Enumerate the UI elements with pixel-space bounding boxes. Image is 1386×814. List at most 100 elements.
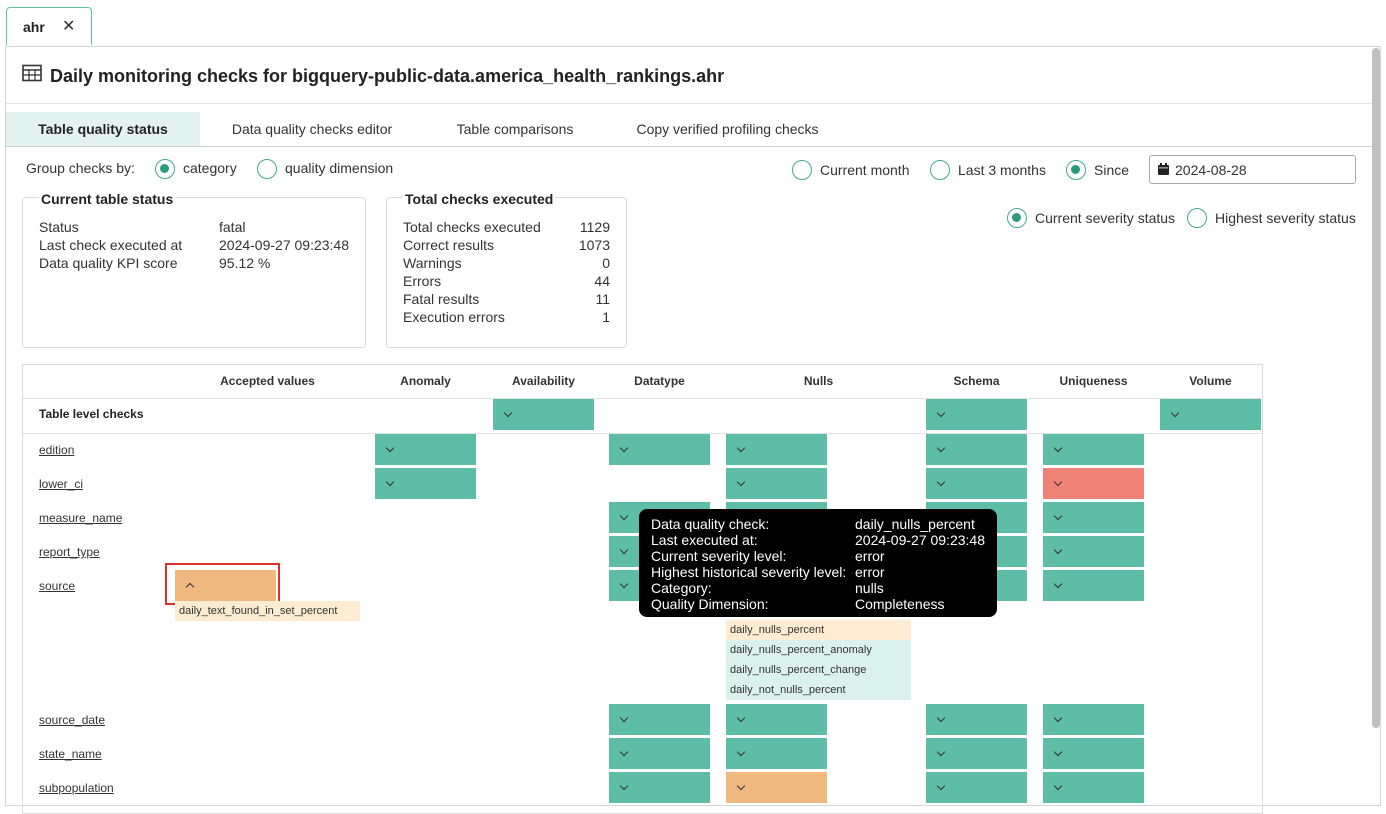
source-accepted-check-item[interactable]: daily_text_found_in_set_percent <box>175 601 360 621</box>
radio-last-3-months-label: Last 3 months <box>958 162 1046 178</box>
total-executed-key: Total checks executed <box>403 219 541 235</box>
warnings-key: Warnings <box>403 255 462 271</box>
errors-value: 44 <box>594 273 610 289</box>
fatal-value: 11 <box>595 291 610 307</box>
divider <box>6 146 1372 147</box>
vertical-scrollbar[interactable] <box>1372 48 1380 728</box>
edition-uniqueness-cell[interactable] <box>1043 434 1144 465</box>
lower-ci-anomaly-cell[interactable] <box>375 468 476 499</box>
radio-highest-severity[interactable] <box>1187 208 1207 228</box>
radio-current-severity[interactable] <box>1007 208 1027 228</box>
since-date-value: 2024-08-28 <box>1175 162 1247 178</box>
tab-copy-verified-profiling-checks[interactable]: Copy verified profiling checks <box>636 121 819 137</box>
col-availability: Availability <box>512 374 575 388</box>
warnings-value: 0 <box>602 255 610 271</box>
radio-since[interactable] <box>1066 160 1086 180</box>
column-link-subpopulation[interactable]: subpopulation <box>39 781 114 795</box>
col-schema: Schema <box>953 374 1000 388</box>
fatal-key: Fatal results <box>403 291 480 307</box>
source-uniqueness-cell[interactable] <box>1043 570 1144 601</box>
state-name-datatype-cell[interactable] <box>609 738 710 769</box>
divider <box>23 398 1262 399</box>
tab-table-quality-status[interactable]: Table quality status <box>6 112 200 146</box>
edition-datatype-cell[interactable] <box>609 434 710 465</box>
state-name-schema-cell[interactable] <box>926 738 1027 769</box>
source-date-schema-cell[interactable] <box>926 704 1027 735</box>
kpi-value: 95.12 % <box>219 255 271 271</box>
nulls-check-item[interactable]: daily_nulls_percent_change <box>726 660 911 680</box>
edition-anomaly-cell[interactable] <box>375 434 476 465</box>
radio-current-severity-label: Current severity status <box>1035 210 1176 226</box>
tooltip-key: Quality Dimension: <box>651 596 769 612</box>
source-date-datatype-cell[interactable] <box>609 704 710 735</box>
column-link-source[interactable]: source <box>39 579 76 593</box>
radio-quality-dimension[interactable] <box>257 159 277 179</box>
column-link-lower-ci[interactable]: lower_ci <box>39 477 84 491</box>
tooltip-value: nulls <box>855 580 884 596</box>
radio-category[interactable] <box>155 159 175 179</box>
tooltip-key: Current severity level: <box>651 548 787 564</box>
content-frame <box>5 46 1381 806</box>
report-type-uniqueness-cell[interactable] <box>1043 536 1144 567</box>
lower-ci-uniqueness-cell[interactable] <box>1043 468 1144 499</box>
tooltip-value: Completeness <box>855 596 945 612</box>
tooltip-value: 2024-09-27 09:23:48 <box>855 532 985 548</box>
tooltip-key: Last executed at: <box>651 532 758 548</box>
lower-ci-nulls-cell[interactable] <box>726 468 827 499</box>
tab-table-comparisons[interactable]: Table comparisons <box>456 121 574 137</box>
col-anomaly: Anomaly <box>400 374 451 388</box>
radio-since-label: Since <box>1094 162 1130 178</box>
radio-quality-dimension-label: quality dimension <box>285 160 394 176</box>
source-date-uniqueness-cell[interactable] <box>1043 704 1144 735</box>
table-schema-cell[interactable] <box>926 399 1027 430</box>
column-link-edition[interactable]: edition <box>39 443 75 457</box>
tooltip-value: error <box>855 548 885 564</box>
close-icon[interactable]: ✕ <box>62 18 76 35</box>
column-link-report-type[interactable]: report_type <box>39 545 100 559</box>
doc-tab-ahr[interactable]: ahr ✕ <box>6 7 92 45</box>
column-link-source-date[interactable]: source_date <box>39 713 106 727</box>
measure-name-uniqueness-cell[interactable] <box>1043 502 1144 533</box>
table-level-checks-label: Table level checks <box>39 407 144 421</box>
radio-last-3-months[interactable] <box>930 160 950 180</box>
source-accepted-values-cell[interactable] <box>175 570 276 601</box>
table-availability-cell[interactable] <box>493 399 594 430</box>
col-uniqueness: Uniqueness <box>1059 374 1128 388</box>
subpopulation-datatype-cell[interactable] <box>609 772 710 803</box>
since-date-input[interactable]: 2024-08-28 <box>1149 155 1356 184</box>
col-nulls: Nulls <box>803 374 834 388</box>
radio-highest-severity-label: Highest severity status <box>1215 210 1356 226</box>
exec-errors-value: 1 <box>602 309 610 325</box>
tooltip-key: Category: <box>651 580 712 596</box>
subpopulation-nulls-cell[interactable] <box>726 772 827 803</box>
current-status-panel <box>22 197 366 348</box>
edition-nulls-cell[interactable] <box>726 434 827 465</box>
subpopulation-schema-cell[interactable] <box>926 772 1027 803</box>
last-check-key: Last check executed at <box>39 237 183 253</box>
state-name-uniqueness-cell[interactable] <box>1043 738 1144 769</box>
status-key: Status <box>39 219 79 235</box>
state-name-nulls-cell[interactable] <box>726 738 827 769</box>
total-executed-value: 1129 <box>579 219 610 235</box>
lower-ci-schema-cell[interactable] <box>926 468 1027 499</box>
table-volume-cell[interactable] <box>1160 399 1261 430</box>
col-volume: Volume <box>1189 374 1232 388</box>
errors-key: Errors <box>403 273 442 289</box>
totals-title: Total checks executed <box>403 191 556 207</box>
source-date-nulls-cell[interactable] <box>726 704 827 735</box>
column-link-state-name[interactable]: state_name <box>39 747 102 761</box>
correct-key: Correct results <box>403 237 495 253</box>
radio-current-month[interactable] <box>792 160 812 180</box>
page-title: Daily monitoring checks for bigquery-pub… <box>50 66 725 86</box>
kpi-key: Data quality KPI score <box>39 255 178 271</box>
divider <box>6 103 1372 104</box>
nulls-check-item[interactable]: daily_not_nulls_percent <box>726 680 911 700</box>
nulls-check-item[interactable]: daily_nulls_percent <box>726 620 911 640</box>
tab-data-quality-checks-editor[interactable]: Data quality checks editor <box>231 121 393 137</box>
nulls-check-item[interactable]: daily_nulls_percent_anomaly <box>726 640 911 660</box>
tooltip-value: error <box>855 564 885 580</box>
radio-current-month-label: Current month <box>820 162 910 178</box>
edition-schema-cell[interactable] <box>926 434 1027 465</box>
column-link-measure-name[interactable]: measure_name <box>39 511 123 525</box>
subpopulation-uniqueness-cell[interactable] <box>1043 772 1144 803</box>
